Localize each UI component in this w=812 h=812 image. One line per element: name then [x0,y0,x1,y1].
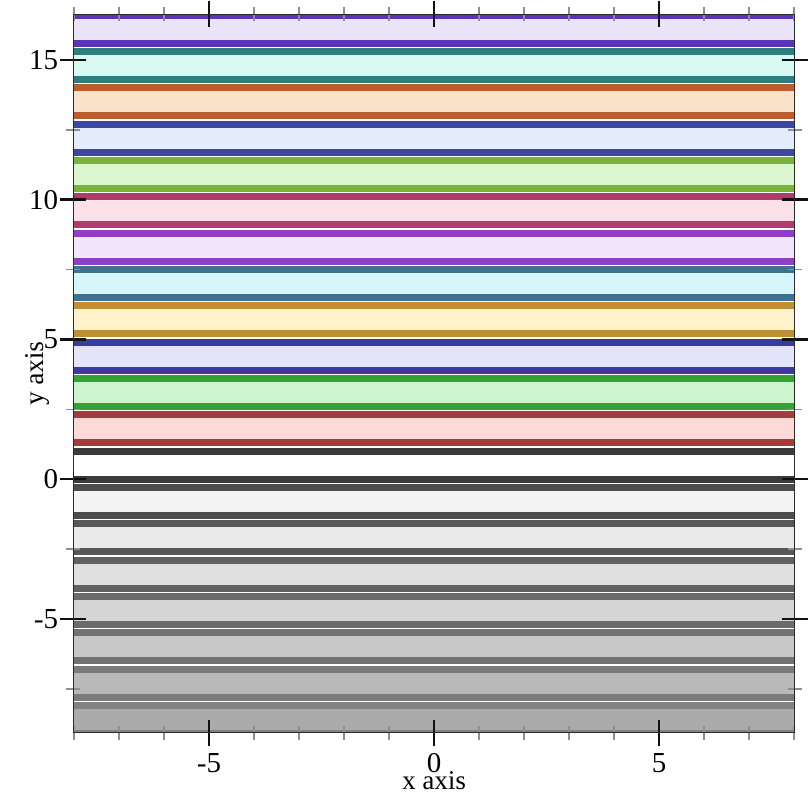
band-line [73,14,795,19]
band-line [73,148,795,156]
band-fill [73,196,795,225]
y-tick-label: 10 [29,183,58,216]
band-line [73,257,795,265]
band-line [73,375,795,383]
band-fill [73,596,795,625]
plot-area [73,14,795,733]
band-line [73,447,795,455]
x-tick-label: 5 [651,747,667,779]
band-line [73,702,795,710]
band-fill [73,378,795,407]
band-line [73,39,795,47]
y-tick-label: 5 [43,323,59,356]
band-line [73,338,795,346]
band-fill [73,124,795,153]
band-line [73,76,795,84]
band-line [73,556,795,564]
band-fill [73,87,795,116]
band-fill [73,305,795,334]
band-fill [73,487,795,516]
band-fill [73,632,795,661]
x-axis-title: x axis [402,765,466,795]
band-line [73,665,795,673]
band-fill [73,523,795,552]
band-line [73,475,795,483]
band-line [73,229,795,237]
x-tick-label: 0 [426,747,442,779]
band-line [73,403,795,411]
band-line [73,657,795,665]
y-tick-label: 15 [29,43,58,76]
band-fill [73,451,795,480]
band-line [73,411,795,419]
y-tick-label: 0 [43,463,59,496]
band-fill [73,414,795,443]
band-line [73,302,795,310]
band-fill [73,342,795,371]
band-line [73,693,795,701]
band-line [73,548,795,556]
band-line [73,330,795,338]
band-line [73,730,795,733]
band-line [73,48,795,56]
band-fill [73,669,795,698]
band-line [73,629,795,637]
band-fill [73,160,795,189]
band-line [73,366,795,374]
band-line [73,512,795,520]
band-line [73,593,795,601]
band-fill [73,560,795,589]
band-line [73,185,795,193]
y-axis-title: y axis [19,341,49,405]
band-line [73,112,795,120]
band-line [73,484,795,492]
band-line [73,120,795,128]
x-tick-label: -5 [196,747,222,779]
band-line [73,520,795,528]
band-line [73,439,795,447]
band-line [73,621,795,629]
y-tick-label: -5 [33,602,58,635]
band-fill [73,51,795,80]
band-line [73,294,795,302]
band-line [73,266,795,274]
band-line [73,84,795,92]
band-fill [73,705,795,733]
band-line [73,193,795,201]
band-fill [73,269,795,298]
band-line [73,584,795,592]
band-line [73,221,795,229]
band-fill [73,233,795,262]
band-line [73,157,795,165]
